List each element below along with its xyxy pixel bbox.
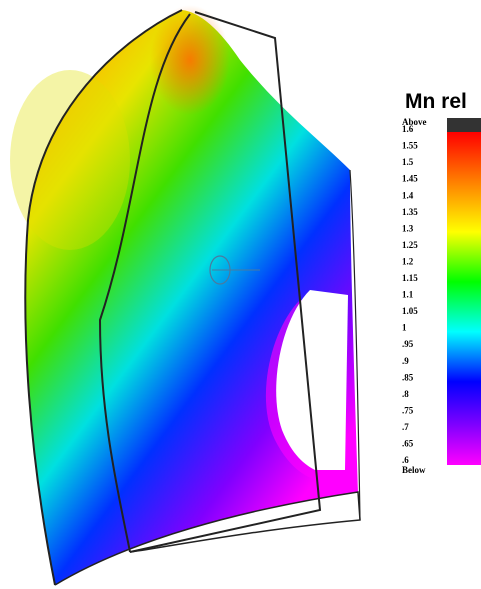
legend-label: .85 [402, 372, 414, 382]
legend-label: .8 [402, 389, 409, 399]
legend-label: 1.3 [402, 223, 414, 233]
legend-label: 1.55 [402, 141, 418, 151]
below-label: Below [402, 465, 426, 475]
legend-label: .7 [402, 422, 409, 432]
legend-label: 1.1 [402, 290, 414, 300]
above-swatch [447, 118, 481, 132]
legend-label: 1.05 [402, 306, 418, 316]
legend-label: .65 [402, 439, 414, 449]
color-bar [447, 132, 481, 465]
legend-labels: 1.61.551.51.451.41.351.31.251.21.151.11.… [402, 124, 418, 465]
legend-label: .95 [402, 339, 414, 349]
legend-label: 1.6 [402, 124, 414, 134]
legend-label: .6 [402, 455, 409, 465]
page: Mn rel Above Below 1.61.551.51.451.41.35… [0, 0, 481, 589]
legend-label: 1.45 [402, 174, 418, 184]
legend: Mn rel Above Below 1.61.551.51.451.41.35… [402, 90, 481, 475]
legend-label: .9 [402, 356, 409, 366]
legend-label: 1.25 [402, 240, 418, 250]
legend-label: .75 [402, 405, 414, 415]
legend-label: 1.2 [402, 256, 414, 266]
legend-title: Mn rel [405, 90, 467, 113]
legend-label: 1.35 [402, 207, 418, 217]
legend-label: 1.5 [402, 157, 414, 167]
legend-label: 1.4 [402, 190, 414, 200]
contour-plot: Mn rel Above Below 1.61.551.51.451.41.35… [0, 0, 481, 589]
blade [10, 5, 360, 585]
legend-label: 1.15 [402, 273, 418, 283]
legend-label: 1 [402, 323, 407, 333]
